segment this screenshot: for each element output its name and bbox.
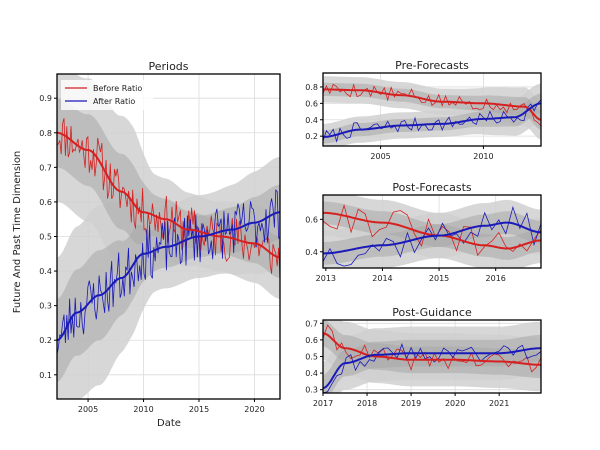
figure-xlabel: Date [157, 418, 181, 429]
x-tick-label: 2015 [189, 405, 209, 414]
series-trend-before [57, 131, 280, 259]
x-tick-label: 2013 [316, 274, 336, 283]
series-raw-before [323, 83, 541, 127]
x-tick-label: 2010 [473, 152, 493, 161]
x-tick-label: 2021 [489, 399, 509, 408]
plot-body [323, 195, 541, 268]
x-tick-label: 2018 [357, 399, 377, 408]
x-tick-label: 2005 [370, 152, 390, 161]
y-tick-label: 0.7 [305, 319, 318, 328]
x-tick-label: 2015 [429, 274, 449, 283]
chart-title: Post-Guidance [392, 306, 472, 319]
y-tick-label: 0.9 [39, 94, 52, 103]
series-trend-before [323, 332, 541, 366]
plot-body [57, 74, 280, 399]
confidence-band-after-inner [323, 334, 541, 393]
x-tick-label: 2017 [313, 399, 333, 408]
x-tick-label: 2005 [78, 405, 98, 414]
legend-label: After Ratio [93, 97, 135, 106]
confidence-band-after-inner [323, 211, 541, 265]
series-raw-after [323, 99, 541, 143]
chart-title: Pre-Forecasts [395, 59, 469, 72]
plot-frame [322, 194, 542, 269]
y-tick-label: 0.3 [305, 386, 318, 395]
y-tick-label: 0.6 [39, 198, 52, 207]
confidence-band-after-inner [323, 93, 541, 144]
confidence-band-before-inner [323, 82, 541, 130]
plot-body [323, 320, 541, 393]
y-tick-label: 0.3 [39, 302, 52, 311]
y-tick-label: 0.2 [39, 336, 52, 345]
series-raw-before [323, 203, 541, 257]
chart-panels: 2005 2010 2015 2020 0.1 0.2 0.3 0.4 0.5 0.6 0.7 0.8… [39, 59, 542, 414]
y-tick-label: 0.5 [39, 233, 52, 242]
y-tick-label: 0.7 [39, 163, 52, 172]
y-tick-label: 0.4 [39, 267, 52, 276]
series-trend-before [323, 88, 541, 121]
legend-box [61, 80, 153, 110]
y-tick-label: 0.6 [305, 336, 318, 345]
panel-guidance: 2017 2018 2019 2020 2021 0.3 0.4 0.5 0.6 0.7 Post-… [305, 306, 542, 408]
panel-pre: 2005 2010 0.2 0.4 0.6 0.8 Pre-Forecasts [305, 59, 542, 161]
x-tick-label: 2020 [445, 399, 465, 408]
legend: Before Ratio After Ratio [61, 80, 153, 110]
plot-body [323, 76, 541, 146]
y-tick-label: 0.6 [305, 215, 318, 224]
series-trend-after [323, 102, 541, 138]
legend-label: Before Ratio [93, 84, 142, 93]
y-tick-label: 0.6 [305, 99, 318, 108]
series-raw-after [323, 205, 541, 267]
y-tick-label: 0.8 [305, 83, 318, 92]
confidence-band-after-inner [57, 184, 280, 382]
chart-title: Post-Forecasts [392, 181, 472, 194]
x-tick-label: 2016 [486, 274, 506, 283]
y-tick-label: 0.4 [305, 116, 318, 125]
x-tick-label: 2014 [372, 274, 392, 283]
panel-periods: 2005 2010 2015 2020 0.1 0.2 0.3 0.4 0.5 0.6 0.7 0.8… [39, 60, 281, 414]
chart-title: Periods [148, 60, 188, 73]
series-trend-after [57, 211, 280, 342]
y-tick-label: 0.2 [305, 132, 318, 141]
y-tick-label: 0.5 [305, 353, 318, 362]
x-tick-label: 2020 [244, 405, 264, 414]
figure-ylabel: Future And Past Time Dimension [12, 151, 23, 314]
y-tick-label: 0.4 [305, 248, 318, 257]
y-tick-label: 0.8 [39, 129, 52, 138]
series-trend-after [323, 347, 541, 389]
y-tick-label: 0.1 [39, 371, 52, 380]
plot-frame [322, 72, 542, 147]
panel-post: 2013 2014 2015 2016 0.4 0.6 Post-Forecasts [305, 181, 542, 283]
x-tick-label: 2019 [401, 399, 421, 408]
x-tick-label: 2010 [133, 405, 153, 414]
y-tick-label: 0.4 [305, 369, 318, 378]
series-trend-after [323, 221, 541, 255]
